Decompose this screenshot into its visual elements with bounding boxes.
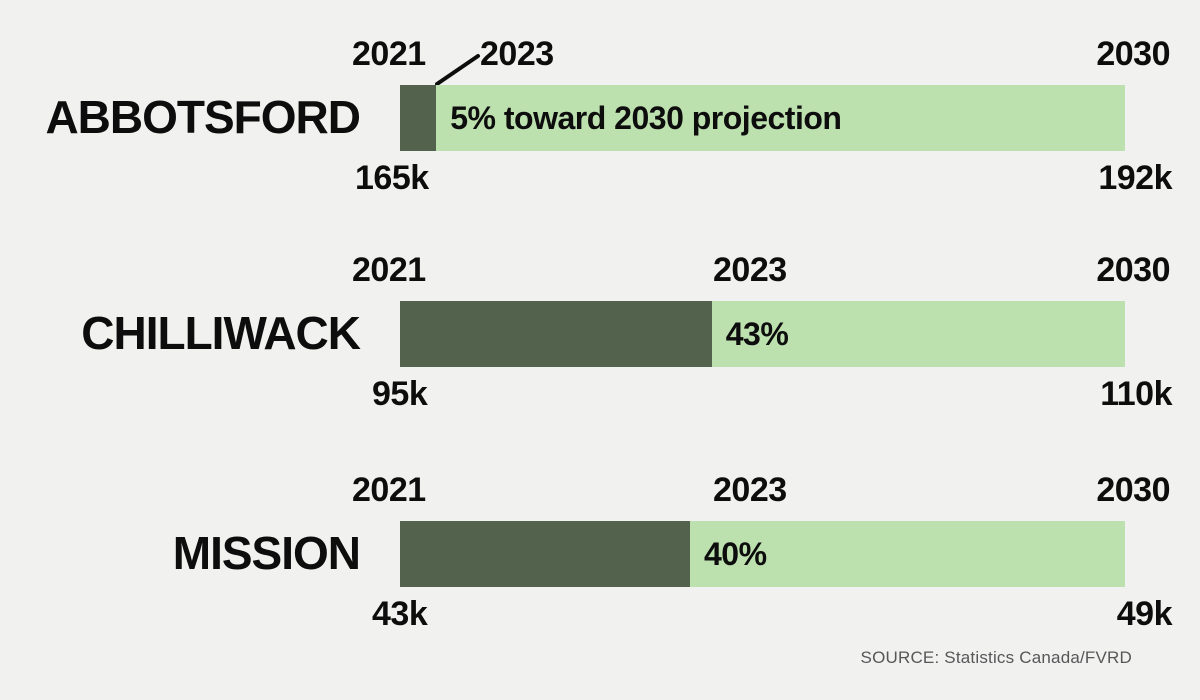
bar-annotation: 43%: [725, 315, 789, 352]
current-year-label: 2023: [713, 251, 787, 289]
progress-bar: 43%: [400, 301, 1125, 367]
city-row-chilliwack: CHILLIWACK 2021 2023 2030 43% 95k 110k: [0, 251, 1200, 451]
city-label: CHILLIWACK: [81, 307, 361, 359]
bar-annotation: 5% toward 2030 projection: [450, 99, 842, 136]
progress-segment: [400, 521, 690, 587]
end-population-label: 110k: [1100, 375, 1172, 413]
start-year-label: 2021: [352, 35, 426, 73]
end-population-label: 192k: [1098, 159, 1172, 197]
start-year-label: 2021: [352, 251, 426, 289]
city-label: ABBOTSFORD: [45, 91, 361, 143]
end-population-label: 49k: [1116, 595, 1173, 633]
progress-segment: [400, 301, 712, 367]
remaining-segment: 43%: [711, 301, 1125, 367]
progress-bar: 5% toward 2030 projection: [400, 85, 1125, 151]
start-year-label: 2021: [352, 471, 426, 509]
current-year-label: 2023: [713, 471, 787, 509]
city-row-mission: MISSION 2021 2023 2030 40% 43k 49k: [0, 471, 1200, 671]
current-year-label: 2023: [480, 35, 554, 73]
source-attribution: SOURCE: Statistics Canada/FVRD: [860, 648, 1132, 667]
end-year-label: 2030: [1096, 251, 1170, 289]
progress-bar: 40%: [400, 521, 1125, 587]
progress-segment: [400, 85, 437, 151]
end-year-label: 2030: [1096, 471, 1170, 509]
callout-line-icon: [435, 54, 480, 86]
city-row-abbotsford: ABBOTSFORD 2021 2023 2030 5% toward 2030…: [0, 35, 1200, 235]
bar-annotation: 40%: [704, 535, 767, 572]
start-population-label: 43k: [372, 595, 428, 633]
start-population-label: 165k: [355, 159, 429, 197]
end-year-label: 2030: [1096, 35, 1170, 73]
remaining-segment: 40%: [690, 521, 1125, 587]
remaining-segment: 5% toward 2030 projection: [436, 85, 1125, 151]
city-label: MISSION: [172, 527, 361, 579]
start-population-label: 95k: [372, 375, 428, 413]
